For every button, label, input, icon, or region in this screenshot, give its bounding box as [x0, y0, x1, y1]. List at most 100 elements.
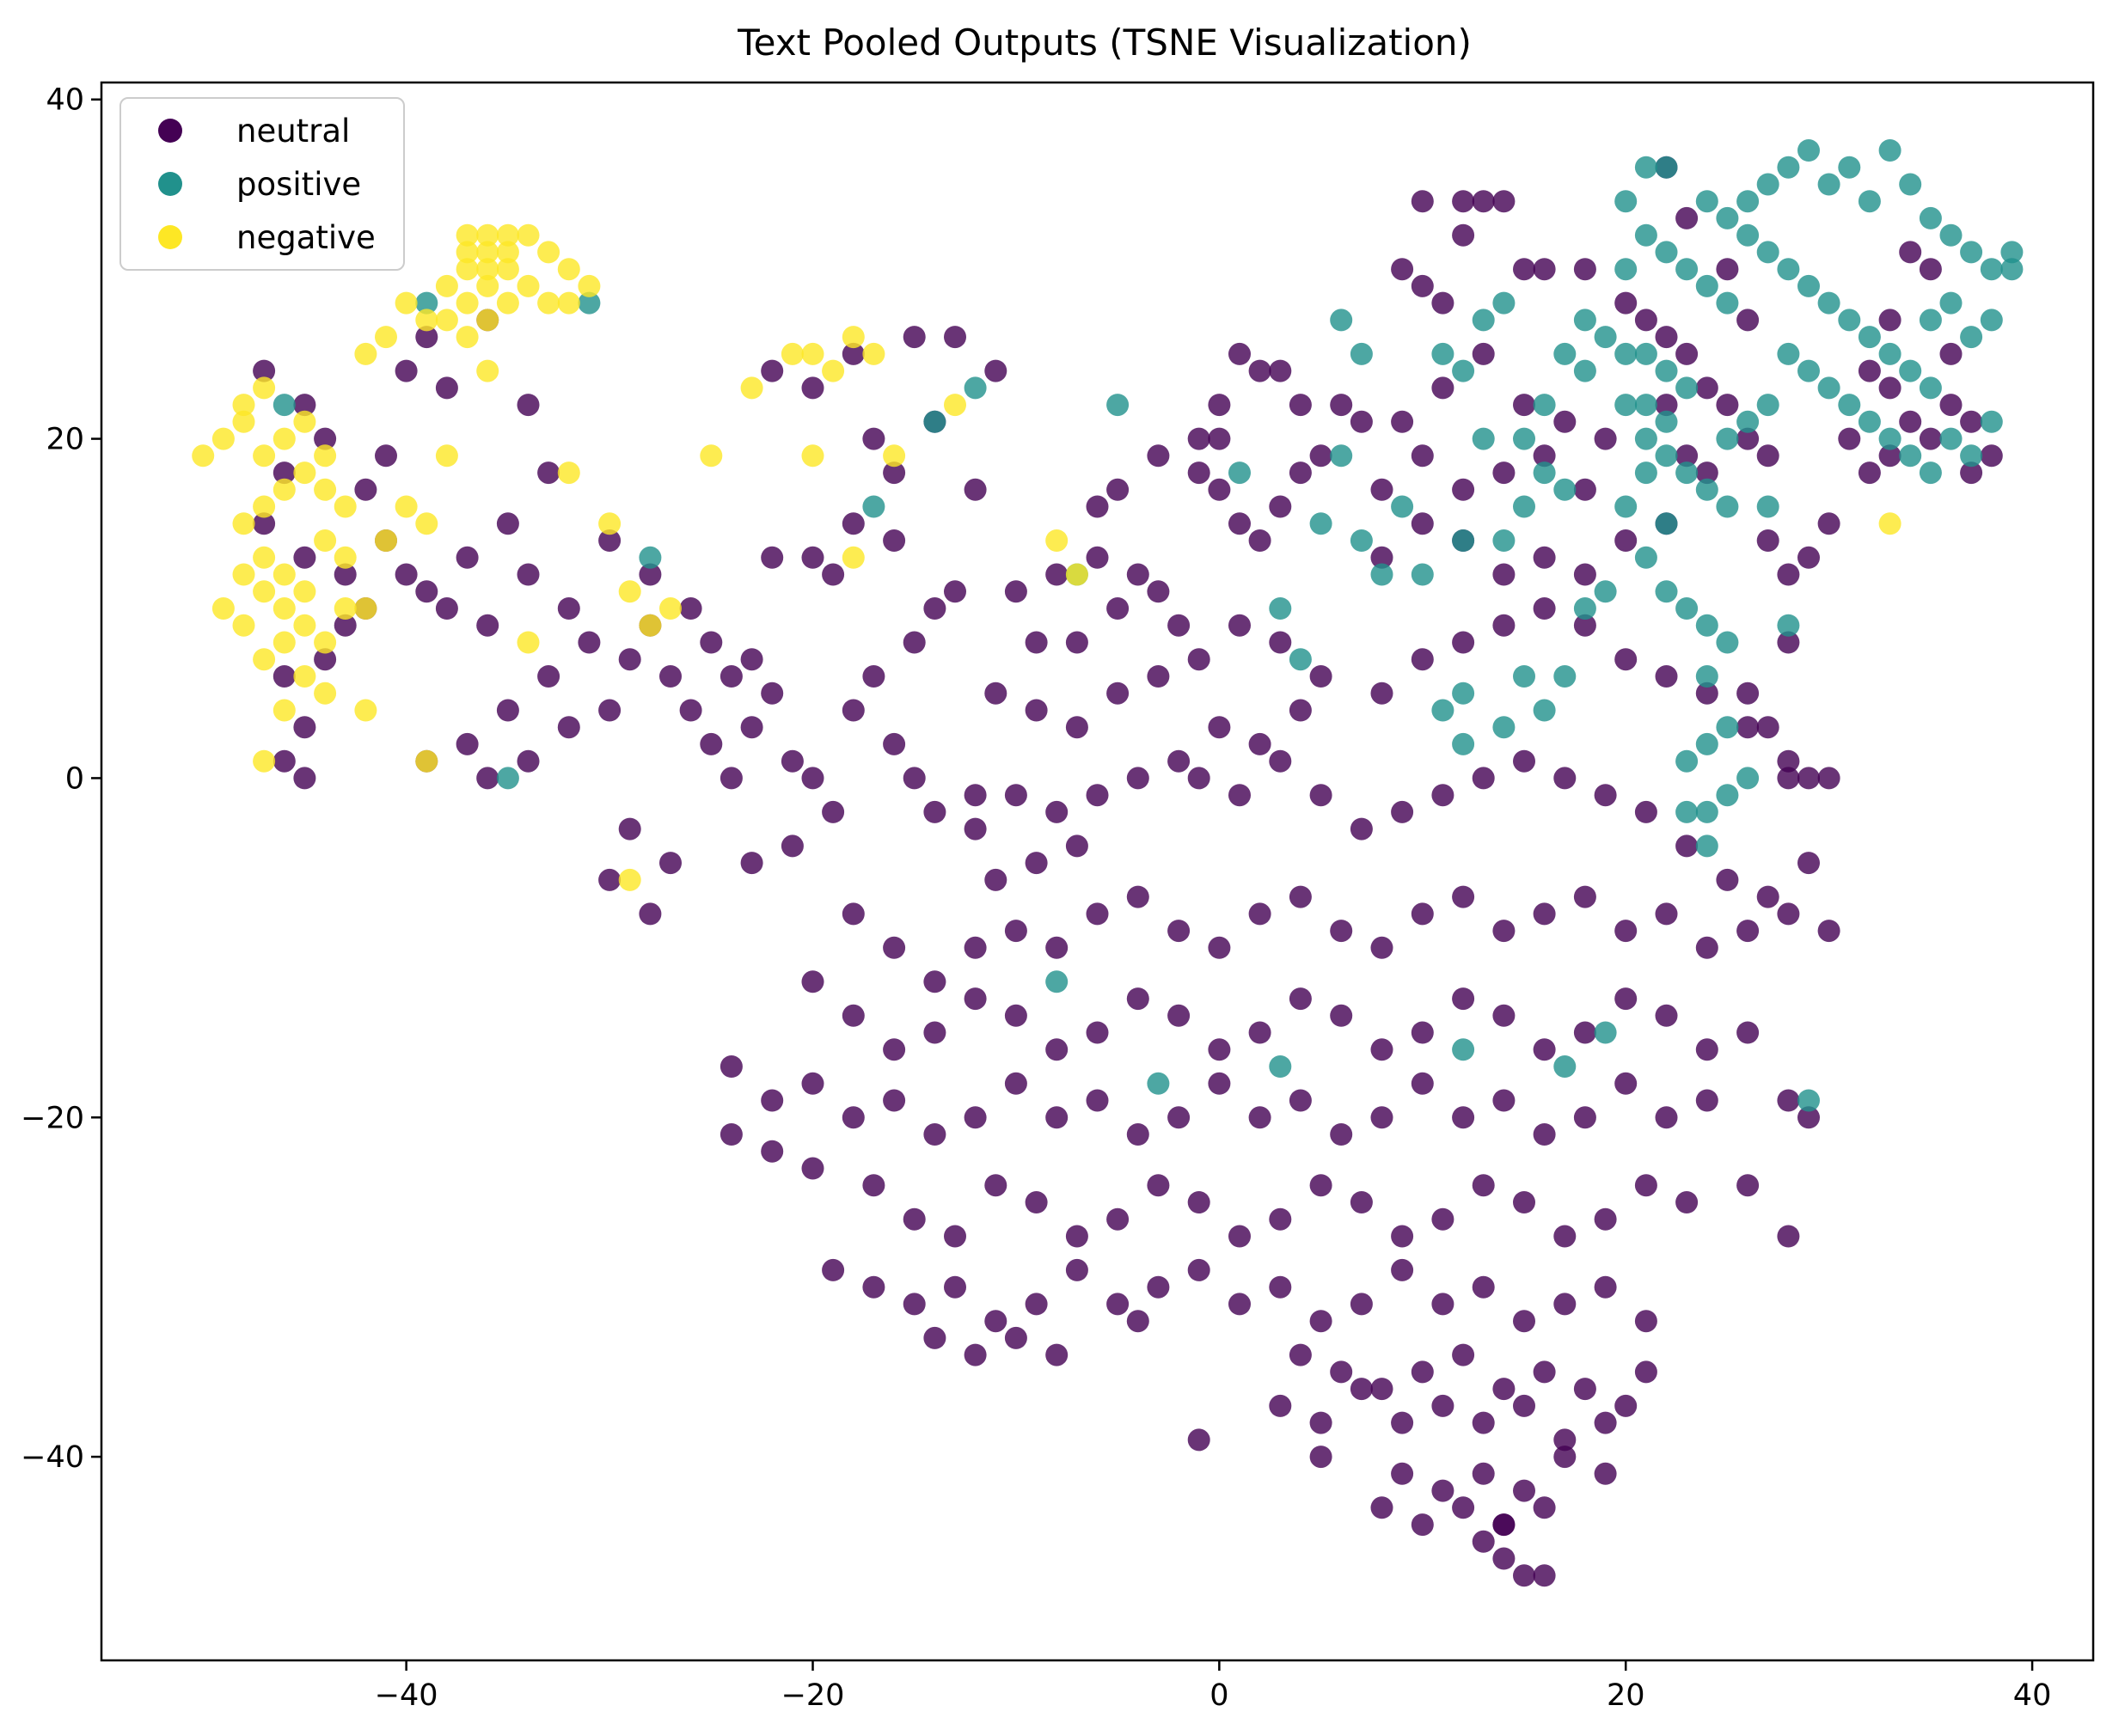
positive-point [1858, 410, 1881, 433]
neutral-point [1208, 1038, 1231, 1061]
positive-point [1980, 410, 2003, 433]
neutral-point [1269, 359, 1292, 382]
neutral-point [618, 817, 641, 840]
neutral-point [1004, 784, 1027, 807]
neutral-point [273, 462, 296, 485]
neutral-point [1391, 1462, 1414, 1485]
neutral-point [1004, 1072, 1027, 1095]
neutral-point [1452, 223, 1475, 247]
neutral-point [1695, 376, 1718, 400]
neutral-point [1899, 410, 1922, 433]
neutral-point [1452, 1496, 1475, 1519]
positive-point [1675, 376, 1699, 400]
neutral-point [1878, 309, 1901, 332]
neutral-point [659, 852, 682, 875]
neutral-point [1513, 1564, 1535, 1587]
neutral-point [1553, 410, 1577, 433]
neutral-point [293, 394, 316, 417]
neutral-point [1370, 1378, 1393, 1401]
neutral-point [456, 546, 479, 569]
negative-point [476, 241, 499, 264]
neutral-point [1777, 563, 1800, 586]
positive-point [1797, 274, 1820, 297]
negative-point [415, 309, 438, 332]
neutral-point [1187, 427, 1210, 450]
negative-point [293, 665, 316, 688]
neutral-point [1573, 885, 1596, 908]
negative-point [517, 223, 540, 247]
negative-point [517, 631, 540, 654]
neutral-point [557, 716, 580, 739]
positive-point [1858, 190, 1881, 213]
neutral-point [1431, 1479, 1454, 1502]
neutral-point [903, 631, 926, 654]
neutral-point [1614, 987, 1638, 1011]
neutral-point [1309, 444, 1332, 468]
neutral-point [1187, 767, 1210, 790]
neutral-point [1858, 462, 1881, 485]
neutral-point [862, 1174, 885, 1197]
neutral-point [1330, 1123, 1353, 1146]
negative-point [476, 359, 499, 382]
neutral-point [1350, 410, 1373, 433]
neutral-point [1533, 444, 1556, 468]
neutral-point [476, 614, 499, 637]
positive-point [1817, 291, 1840, 315]
positive-point [1675, 597, 1699, 620]
neutral-point [1269, 749, 1292, 773]
negative-point [395, 495, 418, 518]
neutral-point [537, 462, 560, 485]
neutral-point [761, 546, 784, 569]
neutral-point [456, 732, 479, 755]
positive-point [1817, 376, 1840, 400]
neutral-point [1065, 716, 1088, 739]
neutral-point [1411, 444, 1434, 468]
neutral-point [1411, 1072, 1434, 1095]
positive-point [1675, 800, 1699, 823]
negative-point [253, 580, 276, 603]
neutral-point [903, 767, 926, 790]
neutral-point [1431, 291, 1454, 315]
positive-point [1817, 173, 1840, 196]
neutral-point [1370, 546, 1393, 569]
neutral-point [1452, 478, 1475, 501]
negative-point [253, 648, 276, 671]
neutral-point [1289, 885, 1312, 908]
neutral-point [1675, 206, 1699, 229]
negative-point [395, 291, 418, 315]
neutral-point [903, 1293, 926, 1316]
negative-point [253, 749, 276, 773]
negative-point [598, 512, 622, 535]
positive-point [1716, 291, 1739, 315]
positive-point [1573, 597, 1596, 620]
positive-point [1716, 784, 1739, 807]
negative-point [334, 597, 357, 620]
neutral-point [944, 1225, 966, 1248]
neutral-point [1736, 920, 1760, 943]
neutral-point [1208, 1072, 1231, 1095]
negative-point [557, 462, 580, 485]
neutral-point [1492, 1004, 1516, 1027]
neutral-point [1391, 1258, 1414, 1281]
positive-point [1655, 512, 1678, 535]
negative-point [314, 631, 337, 654]
neutral-point [1004, 1004, 1027, 1027]
neutral-point [253, 359, 276, 382]
neutral-point [923, 1021, 946, 1044]
neutral-point [1573, 1378, 1596, 1401]
neutral-point [1350, 1191, 1373, 1213]
negative-point [314, 529, 337, 552]
positive-point [1716, 427, 1739, 450]
neutral-point [1655, 902, 1678, 926]
negative-point [496, 223, 519, 247]
neutral-point [964, 784, 987, 807]
positive-point [1919, 309, 1942, 332]
positive-point [1634, 156, 1657, 179]
neutral-point [1126, 885, 1149, 908]
neutral-point [1553, 1428, 1577, 1452]
positive-point [1899, 359, 1922, 382]
neutral-point [1594, 1462, 1617, 1485]
legend-label-neutral: neutral [236, 113, 350, 150]
positive-point [1309, 512, 1332, 535]
neutral-point [862, 1275, 885, 1299]
